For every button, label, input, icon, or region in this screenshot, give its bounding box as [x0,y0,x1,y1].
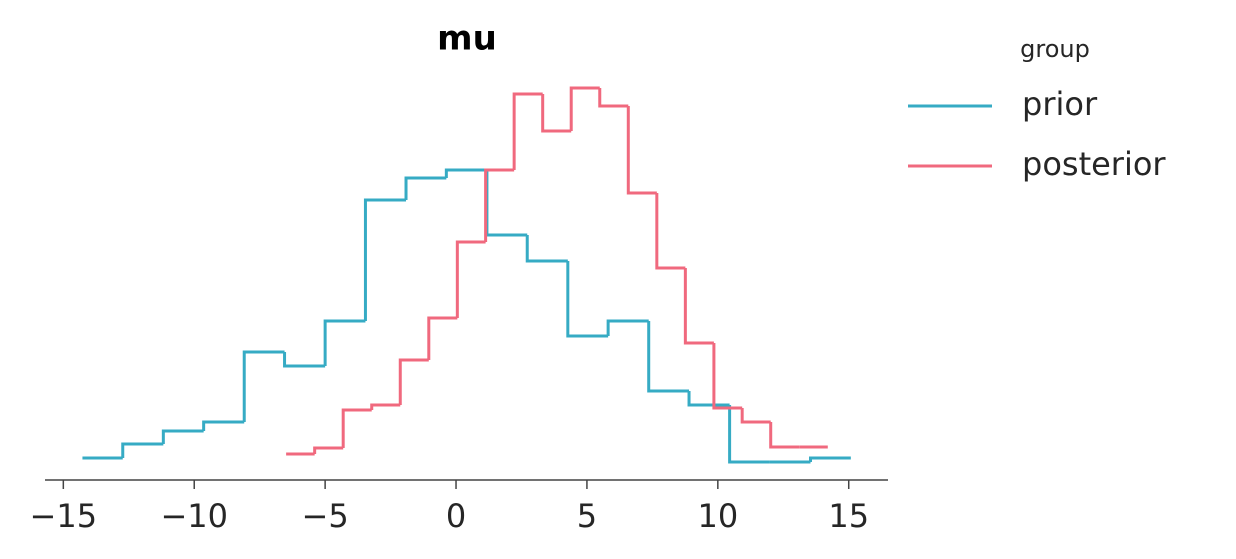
histogram-step [427,316,458,360]
histogram-step [242,350,285,422]
histogram-step [363,198,407,321]
x-tick-label: −15 [30,497,98,535]
histogram-step [740,408,771,424]
histogram-step [655,193,686,270]
legend-label: posterior [1022,145,1166,183]
histogram-step [512,92,543,170]
x-tick-label: 10 [697,497,738,535]
x-tick-label: 0 [446,497,466,535]
histogram-step [683,268,714,345]
histogram-step [202,420,245,431]
legend-title: group [1020,35,1090,63]
histogram-step [370,403,401,410]
histogram-step [341,408,372,448]
x-tick-label: −10 [160,497,228,535]
chart-title: mu [437,19,497,59]
histogram-step [398,358,429,405]
legend-label: prior [1022,85,1098,123]
histogram-step [728,405,770,464]
histogram-step [647,321,690,393]
histogram-step [323,319,366,366]
histogram-step [809,456,851,462]
histogram-step [313,446,344,454]
x-tick-label: 5 [577,497,597,535]
histogram-step [541,94,572,133]
x-tick-label: −5 [302,497,349,535]
histogram-step [687,391,730,407]
x-tick-label: 15 [828,497,869,535]
histogram-step [444,168,487,178]
histogram-step [606,319,649,336]
histogram-step [121,442,164,458]
histogram-step [598,88,629,108]
histogram-step [769,422,800,449]
histogram-step [569,86,600,131]
histogram-step [712,343,743,410]
histogram-step [283,352,326,368]
histogram-step [404,176,447,200]
histogram-step [455,240,486,318]
histogram-step [566,261,609,338]
histogram-step [484,168,515,242]
histogram-step [525,235,568,263]
histogram-step [485,170,528,237]
histogram-step [161,429,204,444]
histogram-step [626,106,657,195]
